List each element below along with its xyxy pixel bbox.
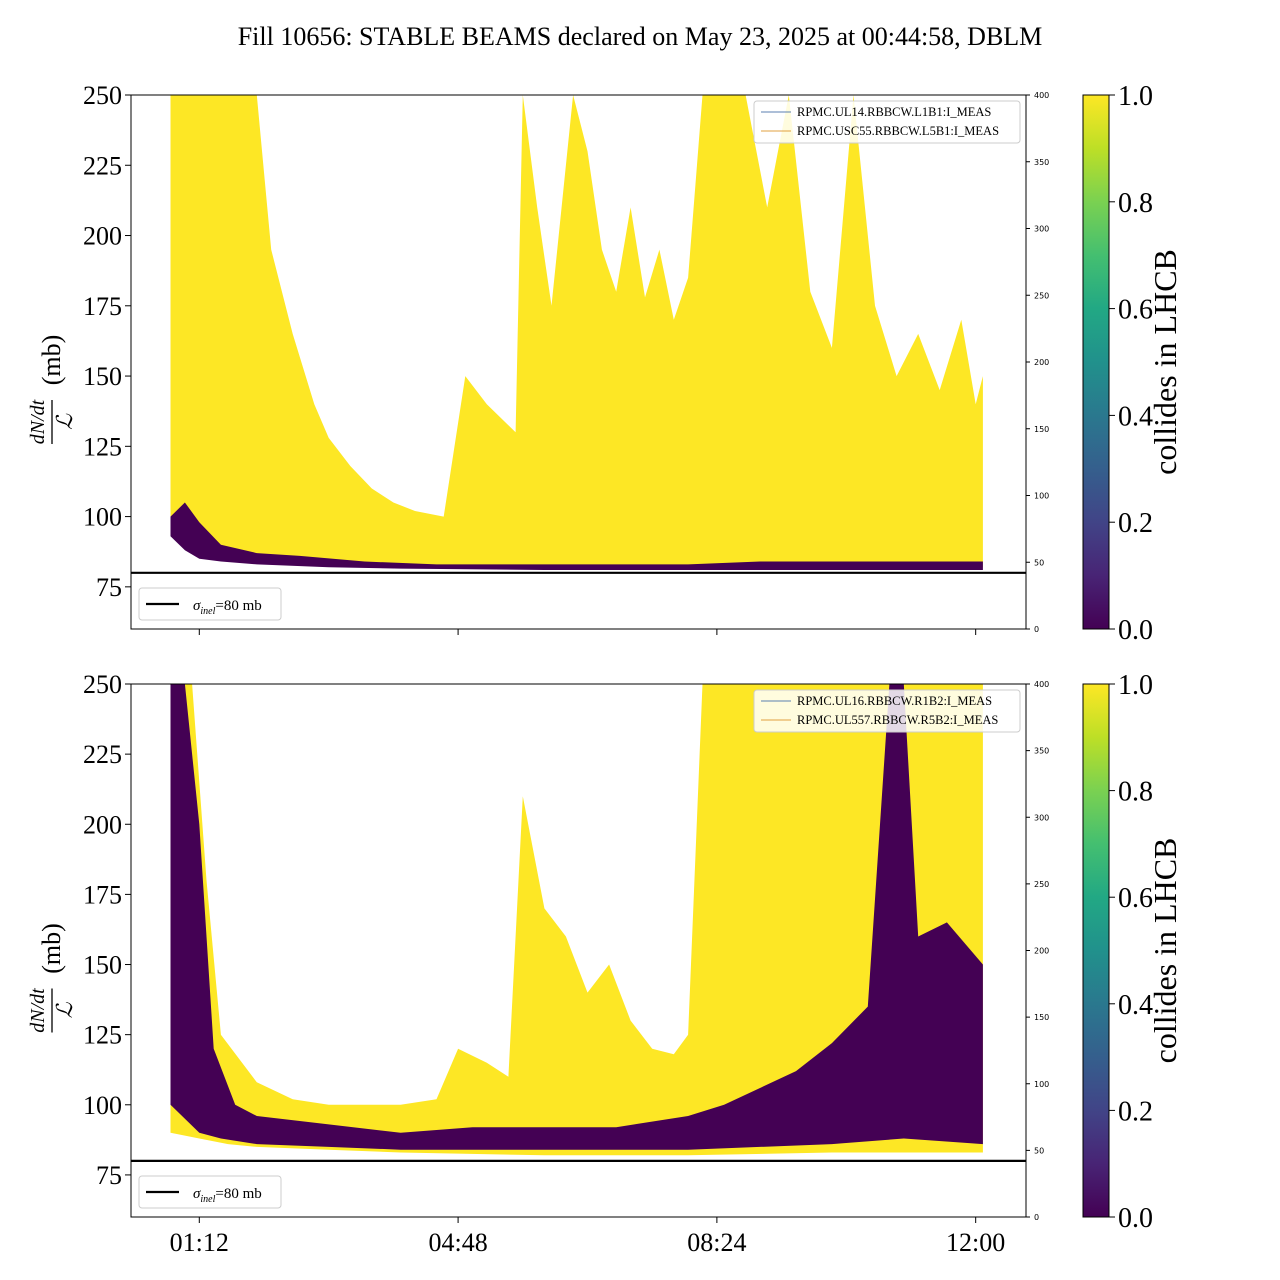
colorbar-tick-label: 1.0 — [1118, 670, 1153, 701]
reference-legend-label: σinel=80 mb — [193, 1186, 262, 1205]
colorbar-gradient — [1082, 94, 1110, 630]
yellow-band-area — [170, 684, 983, 1156]
colorbar-tick-label: 0.8 — [1118, 188, 1153, 219]
y2-tick-label: 250 — [1034, 291, 1049, 300]
y-label-numerator: dN/dt — [27, 988, 49, 1033]
legend: RPMC.UL16.RBBCW.R1B2:I_MEAS RPMC.UL557.RB… — [753, 689, 1021, 733]
y-tick-label: 75 — [96, 573, 122, 602]
colorbar-tick-label: 0.4 — [1118, 990, 1153, 1021]
y2-tick-label: 150 — [1034, 425, 1049, 434]
panel-top: 75 100 125 150 175 200 225 250 0 50 100 150 200 250 30… — [27, 81, 1183, 646]
plot-area — [170, 684, 983, 1156]
figure-title: Fill 10656: STABLE BEAMS declared on May… — [238, 22, 1043, 51]
colorbar-label: collides in LHCB — [1147, 838, 1183, 1064]
x-tick-label: 12:00 — [946, 1228, 1005, 1257]
colorbar-gradient — [1082, 683, 1110, 1218]
y2-tick-label: 0 — [1034, 625, 1039, 634]
colorbar-label: collides in LHCB — [1147, 249, 1183, 475]
reference-legend: σinel=80 mb — [138, 587, 282, 621]
y2-tick-label: 0 — [1034, 1213, 1039, 1222]
y2-tick-label: 300 — [1034, 813, 1049, 822]
colorbar-tick-label: 0.0 — [1118, 1203, 1153, 1234]
y-label-unit: (mb) — [37, 923, 66, 974]
reference-legend-box — [138, 1175, 282, 1209]
colorbar: 0.0 0.2 0.4 0.6 0.8 1.0 collides in LHCB — [1082, 670, 1183, 1234]
y2-tick-label: 400 — [1034, 91, 1049, 100]
y-tick-label: 200 — [83, 222, 122, 251]
y2-tick-label: 400 — [1034, 680, 1049, 689]
colorbar-tick-label: 0.0 — [1118, 615, 1153, 646]
legend-box — [753, 689, 1021, 733]
colorbar: 0.0 0.2 0.4 0.6 0.8 1.0 collides in LHCB — [1082, 81, 1183, 646]
colorbar-tick-label: 0.4 — [1118, 401, 1153, 432]
plot-area — [170, 95, 983, 570]
y-label-denominator: ℒ — [52, 1001, 77, 1018]
colorbar-tick-label: 0.8 — [1118, 777, 1153, 808]
y2-tick-label: 150 — [1034, 1013, 1049, 1022]
y2-tick-label: 100 — [1034, 1080, 1049, 1089]
legend-entry: RPMC.UL16.RBBCW.R1B2:I_MEAS — [797, 694, 992, 708]
reference-legend-label: σinel=80 mb — [193, 598, 262, 617]
y-label-denominator: ℒ — [52, 413, 77, 430]
legend-box — [753, 100, 1021, 144]
y-tick-label: 225 — [83, 151, 122, 180]
y2-tick-label: 50 — [1034, 1146, 1044, 1155]
yellow-band-area — [170, 95, 983, 568]
y2-tick-label: 100 — [1034, 492, 1049, 501]
y-tick-label: 150 — [83, 951, 122, 980]
legend: RPMC.UL14.RBBCW.L1B1:I_MEAS RPMC.USC55.RB… — [753, 100, 1021, 144]
purple-band-area — [170, 502, 983, 570]
x-tick-label: 01:12 — [170, 1228, 229, 1257]
colorbar-tick-label: 0.6 — [1118, 295, 1153, 326]
y-tick-label: 200 — [83, 810, 122, 839]
y-tick-label: 125 — [83, 1021, 122, 1050]
colorbar-tick-label: 1.0 — [1118, 81, 1153, 112]
reference-legend: σinel=80 mb — [138, 1175, 282, 1209]
y-tick-label: 175 — [83, 292, 122, 321]
y2-tick-label: 200 — [1034, 358, 1049, 367]
reference-legend-box — [138, 587, 282, 621]
y-tick-label: 175 — [83, 880, 122, 909]
legend-entry: RPMC.USC55.RBBCW.L5B1:I_MEAS — [797, 124, 999, 138]
y-axis-label: dN/dt ℒ (mb) — [27, 923, 77, 1033]
panel-bottom: 75 100 125 150 175 200 225 250 0 50 100 150 200 250 30… — [27, 670, 1183, 1257]
colorbar-tick-label: 0.2 — [1118, 508, 1153, 539]
y-tick-label: 125 — [83, 432, 122, 461]
colorbar-tick-label: 0.2 — [1118, 1096, 1153, 1127]
y2-tick-label: 200 — [1034, 947, 1049, 956]
x-tick-label: 08:24 — [687, 1228, 746, 1257]
y-tick-label: 75 — [96, 1161, 122, 1190]
y-axis-label: dN/dt ℒ (mb) — [27, 335, 77, 445]
y2-tick-label: 250 — [1034, 880, 1049, 889]
legend-entry: RPMC.UL557.RBBCW.R5B2:I_MEAS — [797, 713, 998, 727]
y2-tick-label: 300 — [1034, 225, 1049, 234]
y-tick-label: 250 — [83, 81, 122, 110]
y2-tick-label: 50 — [1034, 558, 1044, 567]
y2-tick-label: 350 — [1034, 747, 1049, 756]
y-tick-label: 225 — [83, 740, 122, 769]
colorbar-tick-label: 0.6 — [1118, 883, 1153, 914]
y2-tick-label: 350 — [1034, 158, 1049, 167]
y-label-numerator: dN/dt — [27, 399, 49, 444]
y-tick-label: 250 — [83, 670, 122, 699]
x-tick-label: 04:48 — [428, 1228, 487, 1257]
y-tick-label: 150 — [83, 362, 122, 391]
y-label-unit: (mb) — [37, 335, 66, 386]
y-tick-label: 100 — [83, 503, 122, 532]
legend-entry: RPMC.UL14.RBBCW.L1B1:I_MEAS — [797, 105, 991, 119]
y-tick-label: 100 — [83, 1091, 122, 1120]
